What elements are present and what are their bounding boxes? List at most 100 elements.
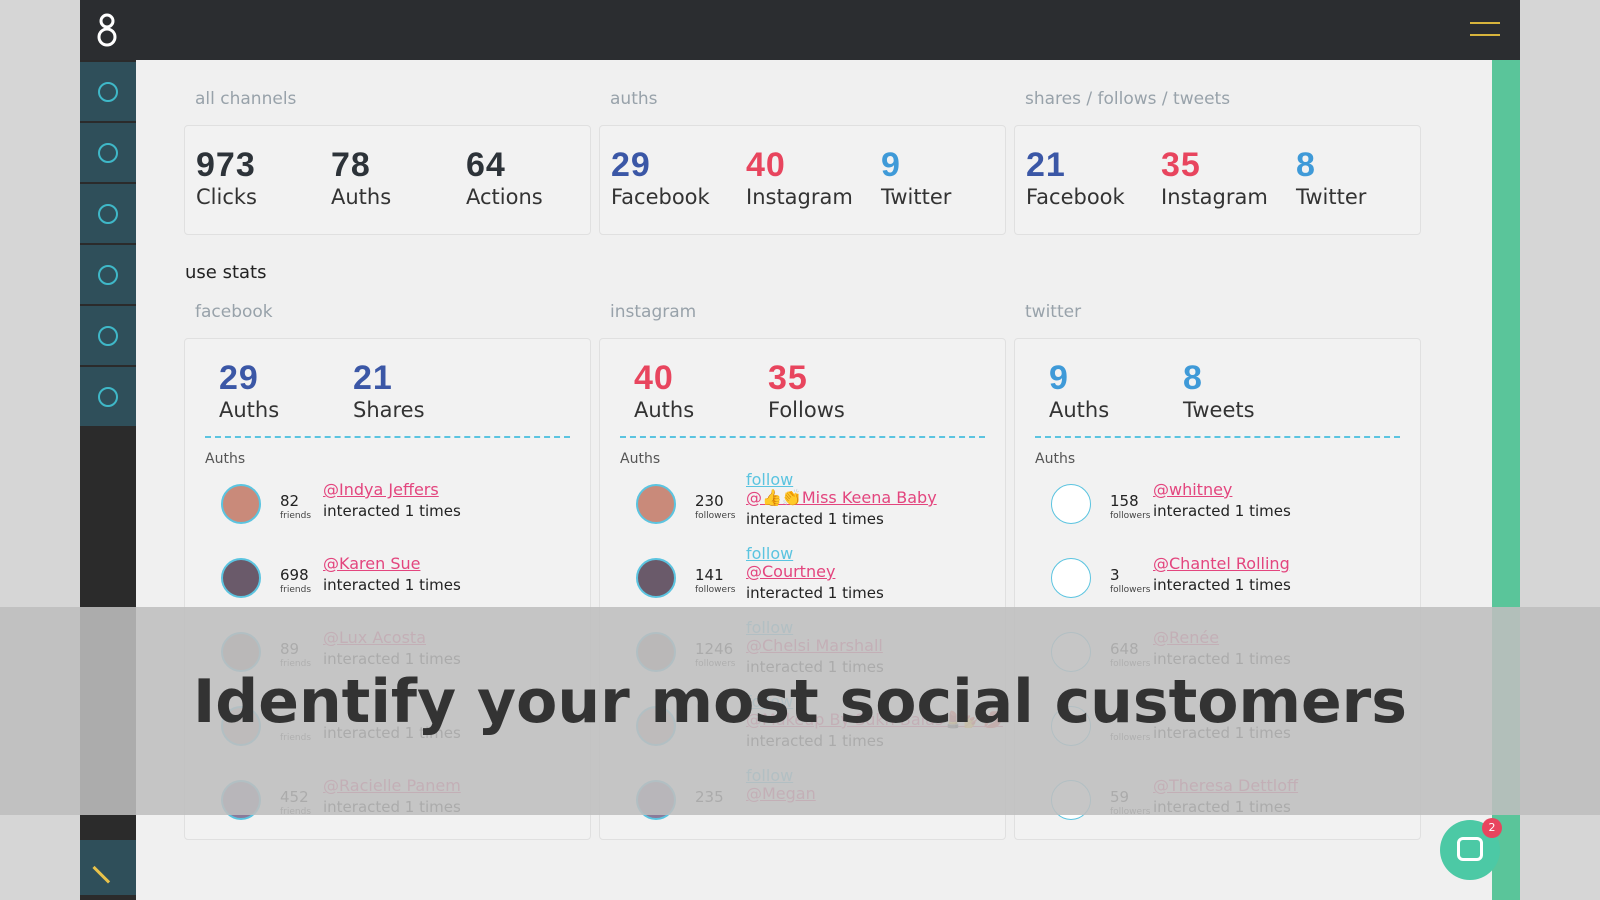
stat-label: Instagram [1161, 185, 1268, 209]
stat-label: Shares [353, 398, 425, 422]
stat-value: 29 [219, 359, 259, 397]
list-title: Auths [1035, 451, 1076, 467]
follower-count: 3 [1110, 566, 1120, 584]
follower-unit: followers [1110, 585, 1151, 595]
user-link[interactable]: @Chantel Rolling [1153, 554, 1290, 573]
overlay-band: Identify your most social customers [0, 607, 1600, 815]
follower-unit: followers [695, 511, 736, 521]
stat-label: Clicks [196, 185, 257, 209]
section-label: shares / follows / tweets [1025, 89, 1231, 109]
chat-icon [1457, 837, 1483, 861]
stat-value: 40 [634, 359, 674, 397]
divider [205, 436, 570, 438]
stat-label: Follows [768, 398, 845, 422]
section-label: auths [610, 89, 658, 109]
avatar [221, 484, 261, 524]
avatar [1051, 558, 1091, 598]
stat-value: 9 [1049, 359, 1069, 397]
follower-count: 230 [695, 492, 724, 510]
avatar [1051, 484, 1091, 524]
avatar [221, 558, 261, 598]
interaction-note: interacted 1 times [746, 510, 884, 528]
stat-value: 35 [1161, 146, 1201, 184]
divider [1035, 436, 1400, 438]
divider [620, 436, 985, 438]
stat-value: 8 [1183, 359, 1203, 397]
stat-label: Auths [634, 398, 695, 422]
nav-icon [98, 265, 118, 285]
stat-label: Twitter [881, 185, 952, 209]
stat-value: 8 [1296, 146, 1316, 184]
section-label: all channels [195, 89, 297, 109]
menu-button[interactable] [1470, 20, 1502, 40]
stat-value: 29 [611, 146, 651, 184]
nav-icon [98, 82, 118, 102]
follower-unit: followers [695, 585, 736, 595]
stat-label: Instagram [746, 185, 853, 209]
overlay-text: Identify your most social customers [192, 667, 1407, 737]
stat-value: 78 [331, 146, 371, 184]
stat-value: 21 [1026, 146, 1066, 184]
user-link[interactable]: @Courtney [746, 562, 836, 581]
interaction-note: interacted 1 times [323, 576, 461, 594]
follower-count: 141 [695, 566, 724, 584]
user-link[interactable]: @Indya Jeffers [323, 480, 439, 499]
nav-icon [98, 387, 118, 407]
user-link[interactable]: @👍👏Miss Keena Baby [746, 488, 937, 507]
follow-link[interactable]: follow [746, 470, 794, 489]
logo [97, 13, 117, 47]
stat-label: Auths [219, 398, 280, 422]
nav-item[interactable] [80, 62, 136, 121]
stat-label: Tweets [1183, 398, 1255, 422]
section-label: facebook [195, 302, 273, 322]
nav-item[interactable] [80, 123, 136, 182]
stat-value: 40 [746, 146, 786, 184]
stat-label: Facebook [611, 185, 710, 209]
stat-value: 35 [768, 359, 808, 397]
stat-card: 29 Facebook 40 Instagram 9 Twitter [599, 125, 1006, 235]
user-link[interactable]: @Karen Sue [323, 554, 421, 573]
follower-unit: friends [280, 585, 312, 595]
chat-button[interactable]: 2 [1440, 818, 1502, 880]
top-bar [80, 0, 1520, 60]
stat-value: 64 [466, 146, 506, 184]
interaction-note: interacted 1 times [1153, 576, 1291, 594]
stat-label: Facebook [1026, 185, 1125, 209]
stat-value: 973 [196, 146, 256, 184]
stat-value: 21 [353, 359, 393, 397]
section-label: twitter [1025, 302, 1082, 322]
follower-unit: followers [1110, 511, 1151, 521]
list-title: Auths [205, 451, 246, 467]
nav-item[interactable] [80, 245, 136, 304]
stat-label: Twitter [1296, 185, 1367, 209]
tools-icon [92, 852, 124, 884]
follower-count: 158 [1110, 492, 1139, 510]
follow-link[interactable]: follow [746, 544, 794, 563]
nav-icon [98, 326, 118, 346]
stat-label: Auths [1049, 398, 1110, 422]
stat-card: 973 Clicks 78 Auths 64 Actions [184, 125, 591, 235]
nav-icon [98, 143, 118, 163]
user-link[interactable]: @whitney [1153, 480, 1233, 499]
chat-badge: 2 [1482, 818, 1502, 838]
follower-count: 82 [280, 492, 300, 510]
stat-value: 9 [881, 146, 901, 184]
section-title: use stats [185, 262, 267, 283]
stat-label: Actions [466, 185, 543, 209]
nav-icon [98, 204, 118, 224]
nav-item[interactable] [80, 184, 136, 243]
interaction-note: interacted 1 times [746, 584, 884, 602]
avatar [636, 484, 676, 524]
nav-item[interactable] [80, 306, 136, 365]
section-label: instagram [610, 302, 697, 322]
follower-unit: friends [280, 511, 312, 521]
nav-item[interactable] [80, 840, 136, 895]
avatar [636, 558, 676, 598]
list-title: Auths [620, 451, 661, 467]
stat-card: 21 Facebook 35 Instagram 8 Twitter [1014, 125, 1421, 235]
follower-count: 698 [280, 566, 309, 584]
interaction-note: interacted 1 times [1153, 502, 1291, 520]
nav-item[interactable] [80, 367, 136, 426]
